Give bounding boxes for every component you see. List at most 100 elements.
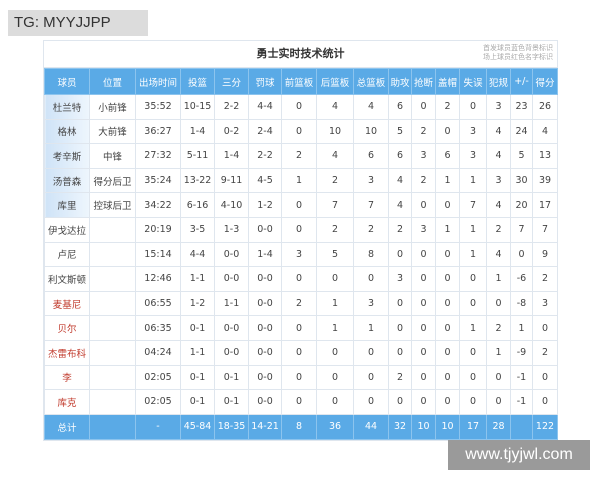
stat-cell: 3 <box>281 241 317 268</box>
stat-cell: 4 <box>486 192 511 218</box>
stat-cell: 2-2 <box>248 143 282 169</box>
table-row: 汤普森 得分后卫 35:24 13-22 9-11 4-5 1 2 3 4 2 1 1 3 30 39 <box>44 167 558 194</box>
player-name[interactable]: 考辛斯 <box>44 143 90 169</box>
stat-cell: 1 <box>435 167 460 194</box>
column-header[interactable]: 盖帽 <box>435 68 460 95</box>
stat-cell: 0 <box>435 339 460 366</box>
stat-cell: 02:05 <box>135 389 181 415</box>
stat-cell: 0-1 <box>214 389 249 415</box>
stat-cell: -8 <box>510 290 533 317</box>
player-name[interactable]: 利文斯顿 <box>44 266 90 292</box>
stat-cell: 3 <box>532 290 558 317</box>
stat-cell: 0 <box>281 266 317 292</box>
column-header[interactable]: 犯规 <box>486 68 511 95</box>
stat-cell: 4 <box>486 241 511 268</box>
column-header[interactable]: 出场时间 <box>135 68 181 95</box>
column-header[interactable]: 前篮板 <box>281 68 317 95</box>
stat-cell <box>89 290 136 317</box>
stat-cell: 0-0 <box>248 216 282 243</box>
stat-cell: 26 <box>532 94 558 120</box>
stat-cell: 0 <box>316 266 354 292</box>
stat-cell: 0 <box>510 241 533 268</box>
stat-cell: 20 <box>510 192 533 218</box>
column-header[interactable]: 球员 <box>44 68 90 95</box>
player-name[interactable]: 汤普森 <box>44 167 90 194</box>
stat-cell: 0 <box>281 118 317 145</box>
stat-cell: 0 <box>281 192 317 218</box>
column-header[interactable]: 后篮板 <box>316 68 354 95</box>
stat-cell: 0 <box>316 389 354 415</box>
stat-cell: 12:46 <box>135 266 181 292</box>
player-name[interactable]: 贝尔 <box>44 315 90 341</box>
stat-cell: 控球后卫 <box>89 192 136 218</box>
stat-cell: 3-5 <box>180 216 215 243</box>
player-name[interactable]: 库克 <box>44 389 90 415</box>
stat-cell: 3 <box>459 143 487 169</box>
player-name[interactable]: 卢尼 <box>44 241 90 268</box>
stat-cell: 0 <box>411 364 436 391</box>
stat-cell: 7 <box>353 192 389 218</box>
column-header[interactable]: 得分 <box>532 68 558 95</box>
column-header[interactable]: +/- <box>510 68 533 95</box>
stat-cell: 5 <box>510 143 533 169</box>
column-header[interactable]: 三分 <box>214 68 249 95</box>
stat-cell: 0 <box>411 266 436 292</box>
stat-cell: 4 <box>388 192 412 218</box>
table-row: 考辛斯 中锋 27:32 5-11 1-4 2-2 2 4 6 6 3 6 3 4 5 13 <box>44 143 558 169</box>
stat-cell: 3 <box>411 216 436 243</box>
stat-cell: 2 <box>486 315 511 341</box>
player-name[interactable]: 杜兰特 <box>44 94 90 120</box>
stat-cell: 4 <box>316 143 354 169</box>
stat-cell: 1-2 <box>180 290 215 317</box>
stat-cell: 0 <box>411 94 436 120</box>
stat-cell: 0 <box>459 364 487 391</box>
stat-cell: 0 <box>411 339 436 366</box>
total-cell: 10 <box>435 413 460 440</box>
stat-cell: 35:52 <box>135 94 181 120</box>
stats-table: 球员 位置 出场时间 投篮 三分 罚球 前篮板 后篮板 总篮板 助攻 抢断 盖帽 失误 犯规 +/- 得分 杜… <box>44 68 558 440</box>
stat-cell: 1-4 <box>214 143 249 169</box>
header-row: 球员 位置 出场时间 投篮 三分 罚球 前篮板 后篮板 总篮板 助攻 抢断 盖帽 失误 犯规 +/- 得分 <box>44 68 558 95</box>
stat-cell: 0 <box>281 339 317 366</box>
player-name[interactable]: 李 <box>44 364 90 391</box>
totals-label: 总计 <box>44 413 90 440</box>
column-header[interactable]: 位置 <box>89 68 136 95</box>
stat-cell: 0 <box>411 389 436 415</box>
stat-cell: -1 <box>510 364 533 391</box>
column-header[interactable]: 失误 <box>459 68 487 95</box>
stat-cell: 5-11 <box>180 143 215 169</box>
stat-cell: 3 <box>388 266 412 292</box>
stat-cell: 1-1 <box>180 266 215 292</box>
stat-cell: 0 <box>353 389 389 415</box>
column-header[interactable]: 抢断 <box>411 68 436 95</box>
stat-cell: 0-0 <box>248 389 282 415</box>
total-cell: 122 <box>532 413 558 440</box>
column-header[interactable]: 总篮板 <box>353 68 389 95</box>
player-name[interactable]: 伊戈达拉 <box>44 216 90 243</box>
column-header[interactable]: 罚球 <box>248 68 282 95</box>
stat-cell: 0 <box>532 364 558 391</box>
column-header[interactable]: 助攻 <box>388 68 412 95</box>
stat-cell: 0 <box>435 118 460 145</box>
stat-cell: 30 <box>510 167 533 194</box>
stat-cell: 06:35 <box>135 315 181 341</box>
stat-cell <box>89 339 136 366</box>
stat-cell: 9 <box>532 241 558 268</box>
player-name[interactable]: 杰雷布科 <box>44 339 90 366</box>
player-name[interactable]: 格林 <box>44 118 90 145</box>
player-name[interactable]: 麦基尼 <box>44 290 90 317</box>
player-name[interactable]: 库里 <box>44 192 90 218</box>
stat-cell: 2 <box>435 94 460 120</box>
stat-cell: -1 <box>510 389 533 415</box>
stat-cell: 4-4 <box>180 241 215 268</box>
stat-cell: 1 <box>486 266 511 292</box>
stat-cell <box>89 266 136 292</box>
stat-cell: 7 <box>459 192 487 218</box>
stat-cell: 4 <box>486 143 511 169</box>
stat-cell: 2 <box>281 143 317 169</box>
stat-cell: 1-1 <box>214 290 249 317</box>
stat-cell: 3 <box>353 167 389 194</box>
stat-cell: 0 <box>353 266 389 292</box>
column-header[interactable]: 投篮 <box>180 68 215 95</box>
stat-cell: 0 <box>435 192 460 218</box>
